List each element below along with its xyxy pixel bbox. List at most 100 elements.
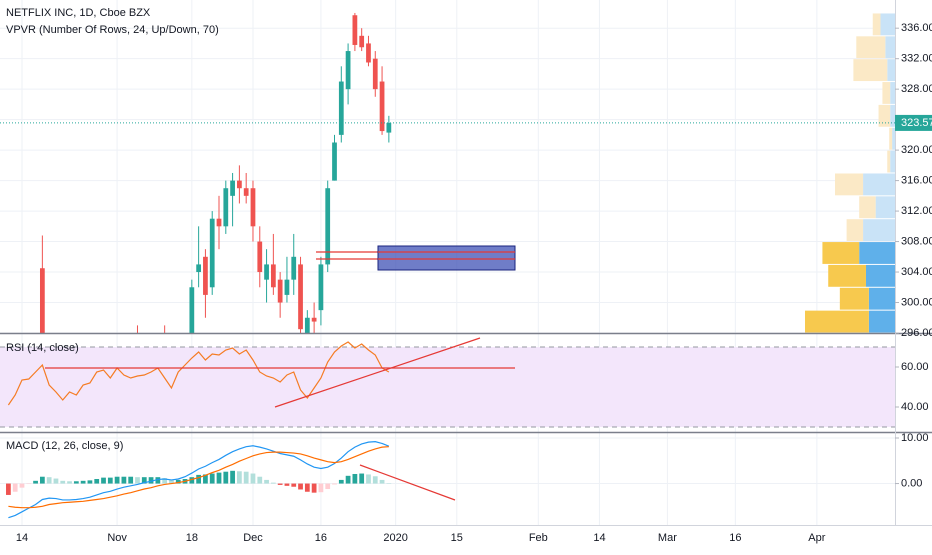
x-tick-label: 18 bbox=[186, 532, 198, 544]
volume-up-bar bbox=[876, 196, 895, 218]
macd-histogram-bar bbox=[373, 476, 378, 483]
x-tick-label: Mar bbox=[658, 532, 677, 544]
candle-body bbox=[346, 51, 351, 89]
x-tick-label: Dec bbox=[243, 532, 263, 544]
volume-up-bar bbox=[859, 242, 895, 264]
y-tick-label: 10.00 bbox=[901, 432, 929, 444]
x-tick-label: 14 bbox=[16, 532, 28, 544]
volume-up-bar bbox=[869, 311, 895, 333]
macd-histogram-bar bbox=[251, 474, 256, 484]
volume-up-bar bbox=[890, 151, 895, 173]
macd-histogram-bar bbox=[312, 484, 317, 493]
x-tick-label: Nov bbox=[107, 532, 127, 544]
macd-histogram-bar bbox=[380, 480, 385, 484]
candle-body bbox=[386, 123, 391, 133]
macd-histogram-bar bbox=[13, 484, 18, 492]
candle-body bbox=[380, 82, 385, 132]
candle-body bbox=[203, 257, 208, 295]
macd-histogram-bar bbox=[196, 475, 201, 484]
y-tick-label: 332.00 bbox=[901, 53, 932, 65]
candle-body bbox=[366, 43, 371, 62]
candle-body bbox=[271, 264, 276, 287]
candle-body bbox=[210, 219, 215, 288]
rsi-band-fill bbox=[0, 347, 895, 427]
macd-histogram-bar bbox=[244, 472, 249, 484]
y-tick-label: 60.00 bbox=[901, 361, 929, 373]
x-tick-label: Apr bbox=[808, 532, 825, 544]
macd-histogram-bar bbox=[210, 474, 215, 484]
macd-histogram-bar bbox=[67, 481, 72, 483]
macd-histogram-bar bbox=[305, 484, 310, 492]
macd-histogram-bar bbox=[319, 484, 324, 493]
rsi-pane bbox=[0, 342, 895, 427]
y-tick-label: 316.00 bbox=[901, 175, 932, 187]
candle-body bbox=[332, 142, 337, 180]
volume-up-bar bbox=[869, 288, 895, 310]
macd-histogram-bar bbox=[353, 474, 358, 484]
volume-down-bar bbox=[856, 36, 885, 58]
volume-down-bar bbox=[873, 13, 881, 35]
volume-down-bar bbox=[847, 219, 863, 241]
macd-histogram-bar bbox=[264, 480, 269, 484]
volume-down-bar bbox=[828, 265, 866, 287]
y-tick-label: 328.00 bbox=[901, 83, 932, 95]
candle-body bbox=[353, 15, 358, 45]
candle-body bbox=[264, 264, 269, 279]
y-tick-label: 296.00 bbox=[901, 327, 932, 339]
indicator-label: VPVR (Number Of Rows, 24, Up/Down, 70) bbox=[6, 24, 219, 36]
x-tick-label: 2020 bbox=[383, 532, 407, 544]
macd-histogram-bar bbox=[81, 481, 86, 484]
candle-body bbox=[223, 188, 228, 226]
volume-down-bar bbox=[889, 128, 892, 150]
macd-histogram-bar bbox=[339, 480, 344, 484]
y-tick-label: 0.00 bbox=[901, 477, 922, 489]
volume-down-bar bbox=[805, 311, 869, 333]
volume-down-bar bbox=[835, 173, 863, 195]
volume-up-bar bbox=[863, 219, 895, 241]
last-price-label: 323.57 bbox=[901, 117, 932, 129]
macd-histogram-bar bbox=[257, 477, 262, 484]
candle-body bbox=[278, 280, 283, 303]
x-tick-label: 14 bbox=[593, 532, 605, 544]
candle-body bbox=[196, 264, 201, 272]
candle-body bbox=[251, 188, 256, 226]
y-tick-label: 336.00 bbox=[901, 22, 932, 34]
rsi-title: RSI (14, close) bbox=[6, 342, 79, 354]
macd-histogram-bar bbox=[359, 474, 364, 484]
volume-up-bar bbox=[890, 82, 895, 104]
candle-body bbox=[359, 36, 364, 47]
y-tick-label: 300.00 bbox=[901, 296, 932, 308]
macd-histogram-bar bbox=[60, 481, 65, 484]
volume-down-bar bbox=[882, 82, 890, 104]
macd-histogram-bar bbox=[230, 471, 235, 484]
volume-up-bar bbox=[885, 36, 895, 58]
macd-histogram-bar bbox=[94, 479, 99, 484]
volume-down-bar bbox=[822, 242, 859, 264]
candle-body bbox=[217, 219, 222, 227]
candle-body bbox=[312, 318, 317, 322]
candle-body bbox=[339, 82, 344, 135]
macd-histogram-bar bbox=[332, 484, 337, 485]
macd-histogram-bar bbox=[285, 484, 290, 486]
volume-down-bar bbox=[840, 288, 869, 310]
volume-down-bar bbox=[859, 196, 875, 218]
macd-histogram-bar bbox=[74, 481, 79, 483]
macd-histogram-bar bbox=[291, 484, 296, 487]
macd-histogram-bar bbox=[217, 473, 222, 484]
macd-histogram-bar bbox=[298, 484, 303, 490]
macd-histogram-bar bbox=[128, 477, 133, 484]
macd-histogram-bar bbox=[101, 478, 106, 484]
volume-down-bar bbox=[853, 59, 887, 81]
macd-histogram-bar bbox=[223, 472, 228, 484]
candle-body bbox=[244, 188, 249, 196]
volume-up-bar bbox=[887, 59, 895, 81]
candle-body bbox=[257, 242, 262, 272]
volume-down-bar bbox=[879, 105, 891, 127]
candle-body bbox=[325, 188, 330, 264]
candle-body bbox=[305, 318, 310, 333]
y-tick-label: 312.00 bbox=[901, 205, 932, 217]
candle-body bbox=[373, 59, 378, 89]
macd-histogram-bar bbox=[33, 481, 38, 484]
